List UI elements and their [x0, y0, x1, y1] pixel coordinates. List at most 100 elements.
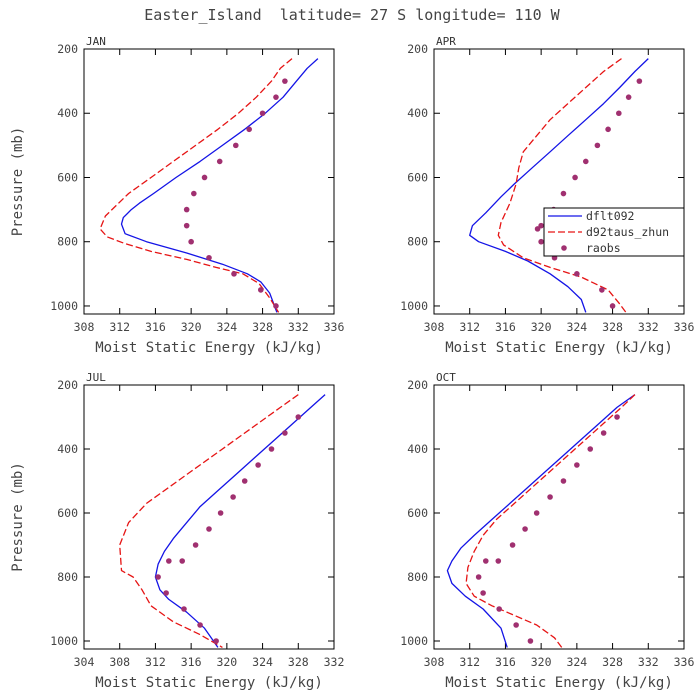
x-tick-label: 336 — [674, 320, 695, 334]
panel-label: JUL — [86, 371, 106, 384]
x-tick-label: 312 — [459, 655, 480, 669]
raobs-point — [206, 254, 212, 261]
x-tick-label: 312 — [145, 655, 166, 669]
raobs-point — [213, 638, 219, 644]
raobs-point — [282, 78, 288, 84]
y-tick-label: 400 — [57, 106, 78, 120]
y-tick-label: 200 — [407, 42, 428, 56]
raobs-point — [255, 462, 261, 468]
raobs-point — [166, 558, 172, 564]
plot-frame — [433, 384, 685, 650]
raobs-point — [609, 303, 616, 309]
legend-swatch-raobs — [561, 245, 567, 251]
x-tick-label: 320 — [216, 655, 237, 669]
panel-label: APR — [436, 35, 456, 48]
raobs-point — [230, 494, 236, 500]
raobs-point — [231, 271, 237, 277]
raobs-point — [495, 558, 502, 564]
d92taus-zhun-line — [99, 58, 293, 313]
dflt092-line — [469, 58, 649, 313]
y-tick-label: 200 — [57, 378, 78, 392]
plot-area — [99, 58, 319, 313]
d92taus-zhun-line — [497, 58, 627, 313]
y-axis-label: Pressure (mb) — [10, 462, 26, 572]
raobs-point — [268, 446, 275, 452]
raobs-point — [295, 414, 302, 420]
raobs-point — [475, 574, 482, 580]
x-tick-label: 324 — [566, 320, 587, 334]
y-tick-label: 400 — [407, 106, 428, 120]
x-tick-label: 312 — [459, 320, 480, 334]
raobs-point — [582, 158, 589, 165]
panel-label: OCT — [436, 371, 456, 384]
x-axis-label: Moist Static Energy (kJ/kg) — [445, 675, 673, 691]
raobs-point — [605, 126, 611, 133]
plot-frame — [433, 48, 685, 315]
raobs-point — [197, 622, 203, 628]
y-tick-label: 200 — [407, 378, 428, 392]
dflt092-line — [154, 394, 326, 648]
x-tick-label: 308 — [74, 320, 95, 334]
x-tick-label: 312 — [109, 320, 130, 334]
x-axis-label: Moist Static Energy (kJ/kg) — [95, 675, 323, 691]
x-tick-label: 324 — [216, 320, 237, 334]
raobs-point — [538, 222, 544, 229]
raobs-point — [496, 606, 502, 612]
panel-jul: JUL 304 308 312 316 320 324 328 332 200 400 600 800 1… — [10, 371, 344, 691]
raobs-point — [155, 574, 161, 580]
y-tick-label: 600 — [57, 170, 78, 184]
raobs-point — [534, 226, 541, 232]
x-tick-label: 328 — [602, 320, 623, 334]
panel-jan: JAN 308 312 316 320 324 328 332 336 200 400 600 800 1… — [10, 35, 344, 356]
raobs-point — [560, 478, 567, 484]
x-tick-label: 320 — [531, 655, 552, 669]
y-tick-label: 600 — [57, 506, 78, 520]
raobs-point — [183, 206, 190, 213]
raobs-point — [480, 590, 486, 596]
x-tick-label: 316 — [495, 655, 516, 669]
raobs-point — [600, 430, 607, 436]
raobs-point — [616, 110, 622, 117]
raobs-point — [636, 78, 643, 84]
raobs-point — [572, 174, 578, 181]
x-tick-label: 316 — [145, 320, 166, 334]
raobs-point — [163, 590, 169, 596]
x-tick-label: 332 — [288, 320, 309, 334]
plot-area — [446, 394, 636, 648]
y-axis-label: Pressure (mb) — [10, 127, 26, 237]
raobs-point — [191, 190, 197, 197]
raobs-point — [232, 142, 239, 149]
raobs-point — [560, 190, 567, 197]
raobs-point — [183, 222, 190, 229]
y-tick-label: 800 — [407, 570, 428, 584]
raobs-point — [574, 462, 580, 468]
raobs-point — [181, 606, 187, 612]
y-tick-label: 600 — [407, 170, 428, 184]
y-tick-label: 600 — [407, 506, 428, 520]
raobs-point — [587, 446, 594, 452]
raobs-point — [538, 238, 544, 245]
legend-label: d92taus_zhun — [586, 225, 669, 239]
x-tick-label: 316 — [181, 655, 202, 669]
x-tick-label: 320 — [531, 320, 552, 334]
y-tick-label: 1000 — [400, 299, 428, 313]
legend-label: dflt092 — [586, 209, 634, 223]
raobs-point — [273, 303, 279, 309]
raobs-point — [216, 158, 223, 165]
raobs-point — [527, 638, 534, 644]
raobs-point — [533, 510, 540, 516]
x-tick-label: 320 — [181, 320, 202, 334]
y-tick-label: 1000 — [50, 634, 78, 648]
x-axis-label: Moist Static Energy (kJ/kg) — [445, 340, 673, 356]
panel-label: JAN — [86, 35, 106, 48]
d92taus-zhun-line — [119, 394, 299, 648]
y-tick-label: 400 — [57, 442, 78, 456]
raobs-point — [509, 542, 516, 548]
plot-area — [119, 394, 326, 648]
raobs-point — [192, 542, 199, 548]
raobs-point — [594, 142, 601, 149]
panel-oct: OCT 308 312 316 320 324 328 332 336 200 400 600 800 1… — [400, 371, 694, 691]
plot-area — [469, 58, 649, 313]
y-tick-label: 400 — [407, 442, 428, 456]
